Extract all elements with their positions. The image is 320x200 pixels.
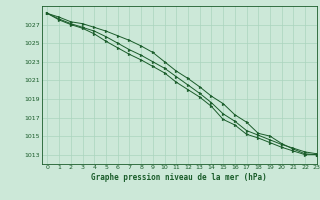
X-axis label: Graphe pression niveau de la mer (hPa): Graphe pression niveau de la mer (hPa) — [91, 173, 267, 182]
